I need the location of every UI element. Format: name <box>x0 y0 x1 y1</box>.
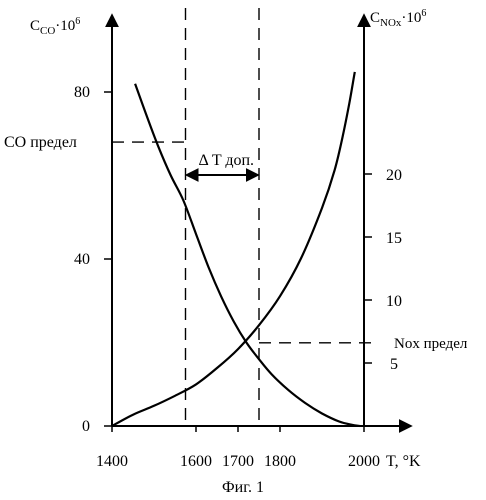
x-axis-label: T, °K <box>386 453 421 470</box>
figure-caption: Фиг. 1 <box>222 479 264 496</box>
right-tick-label: 5 <box>390 356 398 373</box>
left-y-axis-label: CCO·106 <box>30 16 80 37</box>
x-tick-label: 1700 <box>222 453 254 470</box>
right-y-axis-label: CNOx·106 <box>370 8 426 29</box>
right-tick-label: 15 <box>386 230 402 247</box>
nox-curve <box>111 71 356 427</box>
x-tick-label: 2000 <box>348 453 380 470</box>
x-tick-label: 1600 <box>180 453 212 470</box>
x-tick-label: 1400 <box>96 453 128 470</box>
x-tick-label: 1800 <box>264 453 296 470</box>
right-tick-label: 10 <box>386 293 402 310</box>
left-tick-label: 0 <box>82 418 90 435</box>
co-limit-label: CO предел <box>4 134 77 151</box>
curves-layer <box>111 71 360 428</box>
right-tick-label: 20 <box>386 167 402 184</box>
left-tick-label: 40 <box>74 251 90 268</box>
co-curve <box>134 83 360 428</box>
delta-t-label: Δ T доп. <box>198 152 254 169</box>
ticks-layer: 0 40 80 5 10 15 20 1400 1600 1700 1800 2000 <box>74 84 402 470</box>
nox-limit-label: Nox предел <box>394 336 468 352</box>
left-tick-label: 80 <box>74 84 90 101</box>
reference-lines: CO предел Nox предел Δ T доп. <box>4 8 468 426</box>
